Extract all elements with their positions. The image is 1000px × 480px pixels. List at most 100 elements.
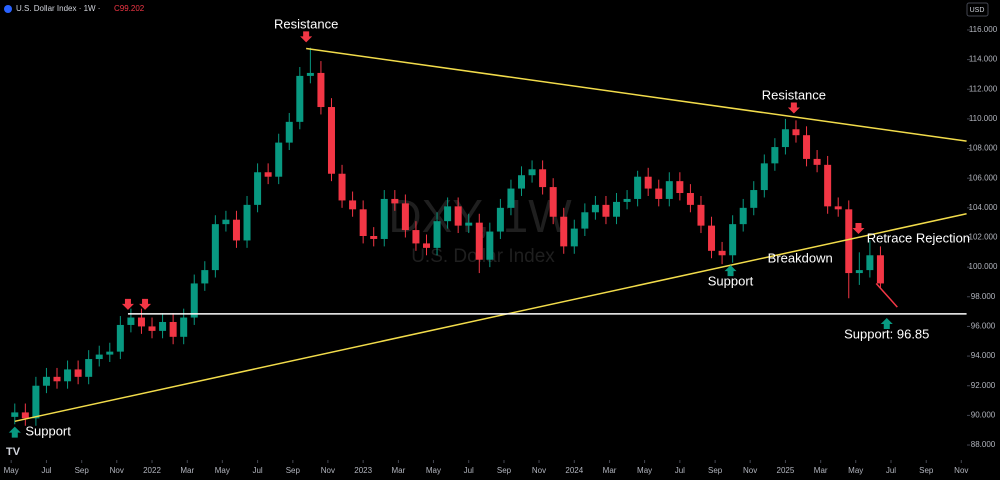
candle-body — [465, 222, 473, 226]
candle-body — [190, 283, 198, 318]
x-tick-label: Nov — [321, 466, 335, 475]
x-tick-label: Jul — [675, 466, 685, 475]
candle-body — [845, 209, 853, 274]
candle-body — [317, 72, 325, 108]
candle-body — [549, 187, 557, 217]
y-tick-label: 112.000 — [969, 84, 998, 93]
arrow — [121, 298, 134, 310]
candle-body — [560, 216, 568, 247]
annotation: Resistance — [274, 16, 338, 31]
candle-body — [275, 142, 283, 177]
candle-body — [380, 198, 388, 239]
annotation: Support — [708, 273, 754, 288]
candle-body — [95, 354, 103, 360]
y-tick-label: 106.000 — [969, 173, 998, 182]
candle-body — [180, 317, 188, 337]
annotation: Support — [25, 424, 71, 439]
candle-body — [486, 231, 494, 260]
candle-body — [401, 203, 409, 231]
candle-body — [528, 169, 536, 176]
logo: TV — [6, 446, 21, 458]
x-tick-label: Sep — [919, 466, 934, 475]
candle-body — [148, 326, 156, 331]
candle-body — [824, 164, 832, 207]
arrow — [139, 298, 152, 310]
y-tick-label: 104.000 — [969, 203, 998, 212]
x-tick-label: Nov — [532, 466, 546, 475]
x-tick-label: 2023 — [354, 466, 372, 475]
trend-line — [306, 47, 967, 142]
candle-body — [813, 158, 821, 165]
arrow — [8, 426, 21, 438]
currency[interactable]: USD — [970, 7, 985, 14]
candle-body — [644, 176, 652, 189]
arrow — [300, 31, 313, 43]
y-tick-label: 100.000 — [969, 262, 998, 271]
candle-body — [11, 412, 19, 417]
symbol-icon — [4, 5, 12, 13]
y-tick-label: 116.000 — [969, 25, 998, 34]
candle-body — [496, 207, 504, 232]
x-tick-label: 2025 — [777, 466, 795, 475]
y-tick-label: 90.000 — [971, 410, 996, 419]
y-tick-label: 102.000 — [969, 233, 998, 242]
x-tick-label: Jul — [41, 466, 51, 475]
candle-body — [327, 107, 335, 174]
candle-body — [475, 222, 483, 260]
x-tick-label: Mar — [603, 466, 617, 475]
candle-body — [697, 204, 705, 226]
y-tick-label: 88.000 — [971, 440, 996, 449]
x-tick-label: May — [426, 466, 441, 475]
y-tick-label: 98.000 — [971, 292, 996, 301]
candle-body — [581, 212, 589, 229]
candle-body — [591, 204, 599, 213]
x-tick-label: Sep — [497, 466, 512, 475]
arrow — [724, 265, 737, 277]
watermark-subtitle: U.S. Dollar Index — [411, 246, 555, 267]
candle-body — [306, 72, 314, 76]
price: C99.202 — [114, 4, 145, 13]
x-tick-label: Jul — [464, 466, 474, 475]
candle-body — [285, 121, 293, 143]
y-tick-label: 110.000 — [969, 114, 998, 123]
candle-body — [391, 198, 399, 204]
x-tick-label: Jul — [886, 466, 896, 475]
candle-body — [623, 198, 631, 202]
candle-body — [359, 209, 367, 237]
symbol: U.S. Dollar Index · 1W · — [16, 4, 100, 13]
candle-body — [750, 190, 758, 208]
x-tick-label: Mar — [180, 466, 194, 475]
candle-body — [665, 181, 673, 199]
candle-body — [232, 219, 240, 241]
candle-body — [834, 206, 842, 210]
candle-body — [201, 270, 209, 284]
candle-body — [771, 147, 779, 164]
candle-body — [169, 321, 177, 337]
annotation: Support: 96.85 — [844, 326, 929, 341]
x-tick-label: Mar — [814, 466, 828, 475]
x-tick-label: Nov — [743, 466, 757, 475]
currency-button[interactable] — [966, 2, 989, 17]
candle-body — [211, 224, 219, 271]
x-tick-label: Nov — [110, 466, 124, 475]
trend-line — [14, 213, 967, 423]
candle-body — [686, 193, 694, 205]
candle-body — [42, 376, 50, 386]
candle-body — [866, 255, 874, 271]
candle-body — [370, 236, 378, 239]
candle-body — [338, 173, 346, 201]
candle-body — [21, 412, 29, 419]
candle-body — [803, 135, 811, 159]
candle-body — [718, 250, 726, 256]
candle-body — [634, 176, 642, 199]
y-tick-label: 92.000 — [971, 381, 996, 390]
annotation: Breakdown — [768, 250, 833, 265]
x-tick-label: May — [637, 466, 652, 475]
candle-body — [64, 369, 72, 382]
candle-body — [444, 206, 452, 222]
candle-body — [422, 243, 430, 248]
candle-body — [127, 317, 135, 325]
x-tick-label: May — [848, 466, 863, 475]
